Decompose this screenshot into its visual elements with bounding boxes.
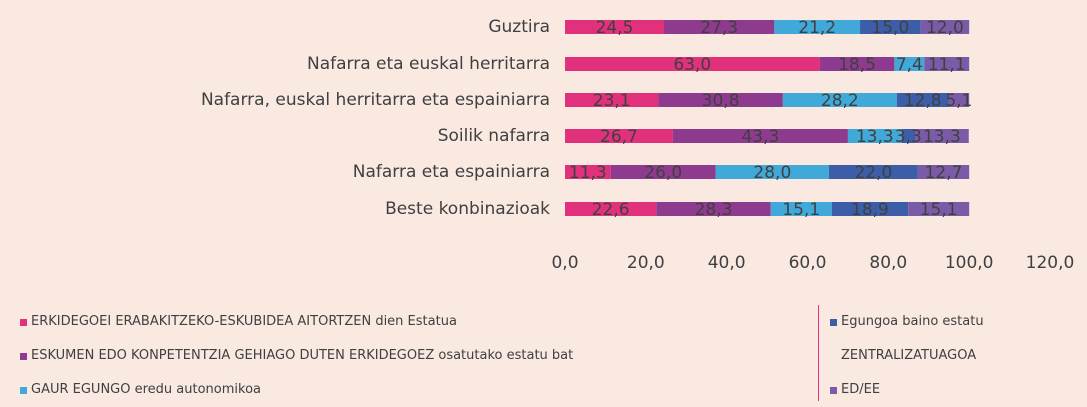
legend-item: ERKIDEGOEI ERABAKITZEKO-ESKUBIDEA AITORT… (20, 305, 810, 339)
x-tick-label: 60,0 (789, 253, 827, 273)
bar-segment (831, 202, 909, 216)
x-tick-label: 100,0 (945, 253, 994, 273)
bar-segment (565, 20, 665, 34)
y-tick-label: Nafarra eta espainiarra (353, 162, 550, 182)
bar-segment (774, 20, 861, 34)
bar-segment (901, 129, 916, 143)
chart: 0,0 20,0 40,0 60,0 80,0 100,0 120,0 Guztira 24,5… (201, 17, 1075, 273)
bar-segment (715, 165, 829, 179)
bar-segment (610, 165, 716, 179)
bar-segment (770, 202, 832, 216)
data-label: 18,9 (851, 200, 889, 220)
data-label: 63,0 (673, 55, 711, 75)
data-label: 15,1 (782, 200, 820, 220)
bar-segment (658, 93, 783, 107)
legend-item: ED/EE (830, 373, 1060, 407)
data-label: 18,5 (838, 55, 876, 75)
bar-segment (782, 93, 897, 107)
data-label: 28,3 (695, 200, 733, 220)
bar-segment (860, 20, 921, 34)
y-tick-label: Soilik nafarra (438, 126, 550, 146)
data-label: 15,1 (920, 200, 958, 220)
y-tick-label: Guztira (488, 17, 550, 37)
x-tick-label: 40,0 (708, 253, 746, 273)
data-label: 43,3 (741, 127, 779, 147)
x-tick-label: 80,0 (869, 253, 907, 273)
legend-swatch (20, 353, 27, 360)
bar-segment (565, 57, 820, 71)
bar-segment (565, 202, 657, 216)
data-label: 24,5 (596, 18, 634, 38)
data-label: 27,3 (700, 18, 738, 38)
data-label: 22,6 (592, 200, 630, 220)
data-label: 5,1 (945, 91, 972, 111)
legend-swatch (830, 319, 837, 326)
legend-label: ED/EE (841, 382, 881, 397)
bar-segment (565, 129, 673, 143)
legend-swatch (830, 387, 837, 394)
bar-segment (917, 165, 970, 179)
bar-segment (664, 20, 775, 34)
bar-segment (908, 202, 970, 216)
y-tick-label: Nafarra, euskal herritarra eta espainiar… (201, 90, 550, 110)
data-label: 12,0 (926, 18, 964, 38)
y-tick-label: Beste konbinazioak (385, 199, 550, 219)
data-label: 15,0 (871, 18, 909, 38)
bar-segment (565, 93, 659, 107)
data-label: 13,3 (923, 127, 961, 147)
data-label: 11,3 (569, 163, 607, 183)
legend-label: Egungoa baino estatu ZENTRALIZATUAGOA (841, 314, 984, 363)
legend-item: ESKUMEN EDO KONPETENTZIA GEHIAGO DUTEN E… (20, 339, 810, 373)
data-label: 26,7 (600, 127, 638, 147)
legend-label: ERKIDEGOEI ERABAKITZEKO-ESKUBIDEA AITORT… (31, 314, 457, 329)
bar-segment (920, 20, 970, 34)
data-label: 13,3 (856, 127, 894, 147)
data-label: 12,8 (904, 91, 942, 111)
data-label: 12,7 (925, 163, 963, 183)
y-tick-label: Nafarra eta euskal herritarra (307, 54, 550, 74)
data-label: 7,4 (896, 55, 923, 75)
data-label: 22,0 (854, 163, 892, 183)
bar-segment (565, 165, 611, 179)
data-label: 21,2 (798, 18, 836, 38)
bar-segment (828, 165, 918, 179)
legend-item: Egungoa baino estatu ZENTRALIZATUAGOA (830, 305, 1060, 373)
data-label: 28,0 (753, 163, 791, 183)
data-label: 23,1 (593, 91, 631, 111)
x-tick-label: 20,0 (627, 253, 665, 273)
data-label: 26,0 (644, 163, 682, 183)
bar-segment (948, 93, 970, 107)
data-label: 11,1 (928, 55, 966, 75)
bar-segment (672, 129, 848, 143)
bar-segment (847, 129, 902, 143)
data-label: 30,8 (702, 91, 740, 111)
data-label: 3,3 (895, 127, 922, 147)
data-label: 28,2 (821, 91, 859, 111)
bar-segment (819, 57, 895, 71)
legend-swatch (20, 387, 27, 394)
legend-item: GAUR EGUNGO eredu autonomikoa (20, 373, 810, 407)
bar-segment (915, 129, 969, 143)
bar-segment (656, 202, 771, 216)
bar-segment (894, 57, 925, 71)
bar-segment (924, 57, 970, 71)
legend-divider (818, 305, 819, 401)
x-tick-label: 120,0 (1026, 253, 1075, 273)
legend-label: ESKUMEN EDO KONPETENTZIA GEHIAGO DUTEN E… (31, 348, 574, 363)
bar-segment (896, 93, 949, 107)
legend-swatch (20, 319, 27, 326)
x-tick-label: 0,0 (551, 253, 578, 273)
legend-label: GAUR EGUNGO eredu autonomikoa (31, 382, 262, 397)
